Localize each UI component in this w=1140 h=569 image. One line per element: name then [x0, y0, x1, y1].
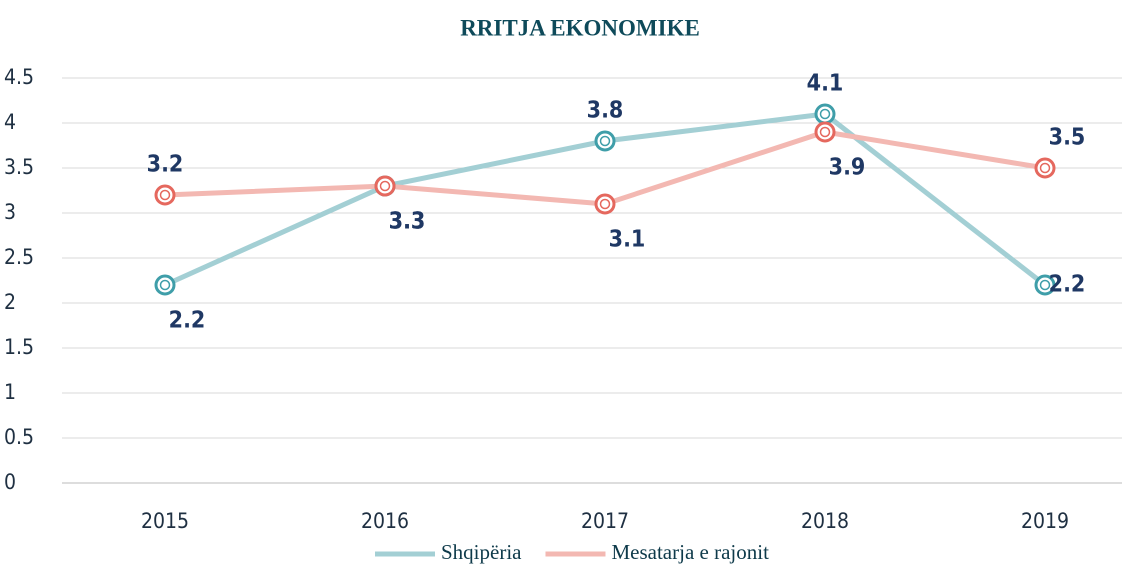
data-label: 2.2 — [169, 308, 206, 334]
marker — [814, 121, 836, 143]
marker-inner — [1039, 162, 1051, 174]
x-tick-label: 2018 — [801, 509, 849, 533]
data-label: 3.3 — [389, 209, 426, 235]
x-tick-label: 2016 — [361, 509, 409, 533]
y-tick-label: 1 — [4, 380, 16, 404]
legend-label: Mesatarja e rajonit — [611, 540, 769, 564]
marker-inner — [599, 198, 611, 210]
y-tick-label: 1.5 — [4, 335, 34, 359]
y-tick-label: 3 — [4, 200, 16, 224]
data-label: 3.1 — [609, 227, 646, 253]
data-label: 3.5 — [1049, 125, 1086, 151]
data-label: 3.3 — [389, 209, 426, 235]
marker — [1034, 274, 1056, 296]
y-tick-label: 2.5 — [4, 245, 34, 269]
legend-label: Shqipëria — [441, 540, 522, 564]
y-tick-label: 4 — [4, 110, 16, 134]
marker-inner — [159, 189, 171, 201]
marker — [594, 193, 616, 215]
y-tick-label: 0 — [4, 470, 16, 494]
marker-inner — [819, 108, 831, 120]
marker-inner — [159, 279, 171, 291]
marker — [374, 175, 396, 197]
marker-inner — [819, 126, 831, 138]
marker-inner — [1039, 279, 1051, 291]
chart-title: RRITJA EKONOMIKE — [460, 15, 700, 40]
data-label: 3.2 — [147, 152, 184, 178]
marker — [154, 184, 176, 206]
data-label: 4.1 — [807, 71, 844, 97]
x-tick-label: 2019 — [1021, 509, 1069, 533]
x-tick-label: 2015 — [141, 509, 189, 533]
y-tick-label: 2 — [4, 290, 16, 314]
marker — [154, 274, 176, 296]
data-label: 3.9 — [829, 155, 866, 181]
marker — [1034, 157, 1056, 179]
y-tick-label: 4.5 — [4, 65, 34, 89]
marker — [814, 103, 836, 125]
data-label: 2.2 — [1049, 272, 1086, 298]
x-tick-label: 2017 — [581, 509, 629, 533]
y-tick-label: 3.5 — [4, 155, 34, 179]
data-label: 3.8 — [587, 98, 624, 124]
marker-inner — [599, 135, 611, 147]
marker — [594, 130, 616, 152]
marker-inner — [379, 180, 391, 192]
y-tick-label: 0.5 — [4, 425, 34, 449]
